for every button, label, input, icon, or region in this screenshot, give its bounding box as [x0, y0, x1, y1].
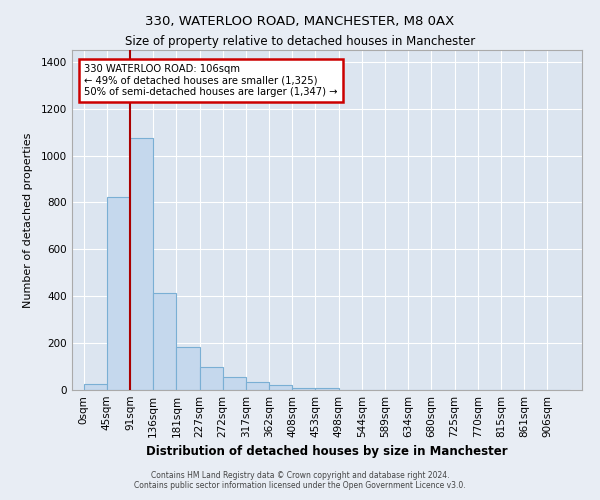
Bar	[246, 382, 269, 390]
Bar	[199, 366, 223, 390]
X-axis label: Distribution of detached houses by size in Manchester: Distribution of detached houses by size …	[146, 446, 508, 458]
Bar	[83, 384, 107, 390]
Text: Contains HM Land Registry data © Crown copyright and database right 2024.
Contai: Contains HM Land Registry data © Crown c…	[134, 470, 466, 490]
Bar	[176, 346, 199, 390]
Bar	[269, 386, 292, 390]
Bar	[316, 388, 338, 390]
Y-axis label: Number of detached properties: Number of detached properties	[23, 132, 32, 308]
Text: 330, WATERLOO ROAD, MANCHESTER, M8 0AX: 330, WATERLOO ROAD, MANCHESTER, M8 0AX	[145, 15, 455, 28]
Bar	[153, 292, 176, 390]
Text: 330 WATERLOO ROAD: 106sqm
← 49% of detached houses are smaller (1,325)
50% of se: 330 WATERLOO ROAD: 106sqm ← 49% of detac…	[84, 64, 338, 98]
Bar	[107, 196, 130, 390]
Bar	[130, 138, 153, 390]
Bar	[223, 377, 246, 390]
Text: Size of property relative to detached houses in Manchester: Size of property relative to detached ho…	[125, 35, 475, 48]
Bar	[292, 388, 316, 390]
